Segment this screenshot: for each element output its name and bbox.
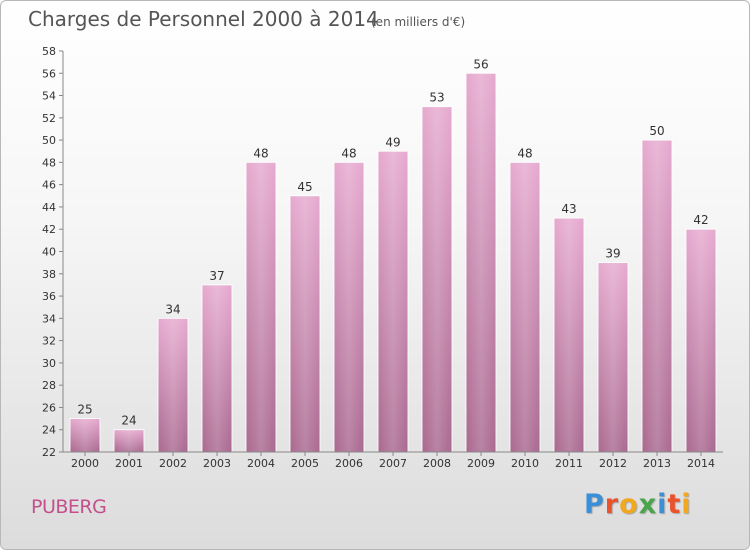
y-tick-label: 44 [42, 201, 56, 214]
value-label-2008: 53 [429, 91, 444, 105]
x-tick-label-2014: 2014 [687, 457, 715, 470]
value-label-2002: 34 [165, 302, 180, 316]
place-name: PUBERG [31, 496, 107, 518]
x-tick-label-2010: 2010 [511, 457, 539, 470]
x-tick-label-2008: 2008 [423, 457, 451, 470]
value-label-2000: 25 [77, 403, 92, 417]
bar-highlight [554, 218, 584, 452]
value-label-2001: 24 [121, 414, 136, 428]
y-tick-label: 54 [42, 90, 56, 103]
bar-highlight [114, 429, 144, 452]
bar-highlight [466, 73, 496, 453]
bar-highlight [158, 318, 188, 452]
value-label-2004: 48 [253, 146, 268, 160]
bar-highlight [202, 284, 232, 452]
value-label-2013: 50 [649, 124, 664, 138]
value-label-2003: 37 [209, 269, 224, 283]
bars [69, 72, 717, 453]
x-tick-label-2001: 2001 [115, 457, 143, 470]
x-tick-label-2009: 2009 [467, 457, 495, 470]
value-label-2005: 45 [297, 180, 312, 194]
value-label-2012: 39 [605, 247, 620, 261]
y-tick-label: 56 [42, 67, 56, 80]
x-tick-label-2002: 2002 [159, 457, 187, 470]
value-label-2010: 48 [517, 146, 532, 160]
logo-letter: i [657, 489, 668, 520]
value-labels: 25 24 34 37 48 45 48 49 53 56 48 43 39 50 42 [77, 57, 708, 427]
x-tick-label-2007: 2007 [379, 457, 407, 470]
y-tick-label: 46 [42, 179, 56, 192]
chart-subtitle: (en milliers d'€) [371, 15, 466, 29]
y-tick-label: 22 [42, 446, 56, 459]
x-tick-label-2003: 2003 [203, 457, 231, 470]
logo-letter: o [619, 489, 639, 520]
bar-highlight [246, 162, 276, 452]
y-tick-label: 42 [42, 223, 56, 236]
value-label-2006: 48 [341, 146, 356, 160]
x-tick-label-2006: 2006 [335, 457, 363, 470]
logo-letter: t [667, 489, 682, 520]
bar-highlight [510, 162, 540, 452]
bar-highlight [378, 151, 408, 452]
x-tick-label-2012: 2012 [599, 457, 627, 470]
y-tick-label: 30 [42, 357, 56, 370]
y-axis: 22 24 26 28 30 32 34 36 38 40 42 44 46 48 50 52 54 56 58 [42, 45, 64, 459]
logo-letter: i [681, 489, 692, 520]
logo-letter: r [604, 489, 620, 520]
y-tick-label: 52 [42, 112, 56, 125]
y-tick-label: 28 [42, 379, 56, 392]
value-label-2014: 42 [693, 213, 708, 227]
proxiti-logo: Proxiti [584, 489, 692, 520]
y-tick-label: 36 [42, 290, 56, 303]
value-label-2011: 43 [561, 202, 576, 216]
y-tick-label: 26 [42, 401, 56, 414]
y-tick-label: 40 [42, 246, 56, 259]
bar-highlight [290, 195, 320, 453]
y-tick-label: 38 [42, 268, 56, 281]
x-tick-label-2004: 2004 [247, 457, 275, 470]
y-tick-label: 32 [42, 335, 56, 348]
bar-highlight [642, 140, 672, 452]
logo-letter: P [584, 489, 605, 520]
bar-highlight [70, 418, 100, 452]
logo-letter: x [638, 489, 658, 520]
x-tick-label-2013: 2013 [643, 457, 671, 470]
value-label-2009: 56 [473, 57, 488, 71]
y-tick-label: 34 [42, 312, 56, 325]
x-axis: 2000 2001 2002 2003 2004 2005 2006 2007 2008 2009… [63, 451, 723, 470]
chart-title: Charges de Personnel 2000 à 2014 [28, 7, 379, 31]
bar-highlight [598, 262, 628, 452]
y-tick-label: 58 [42, 45, 56, 58]
x-tick-label-2011: 2011 [555, 457, 583, 470]
bar-highlight [422, 106, 452, 452]
y-tick-label: 50 [42, 134, 56, 147]
y-tick-label: 48 [42, 156, 56, 169]
x-tick-label-2000: 2000 [71, 457, 99, 470]
bar-highlight [686, 229, 716, 452]
x-tick-label-2005: 2005 [291, 457, 319, 470]
bar-highlight [334, 162, 364, 452]
value-label-2007: 49 [385, 135, 400, 149]
y-tick-label: 24 [42, 424, 56, 437]
